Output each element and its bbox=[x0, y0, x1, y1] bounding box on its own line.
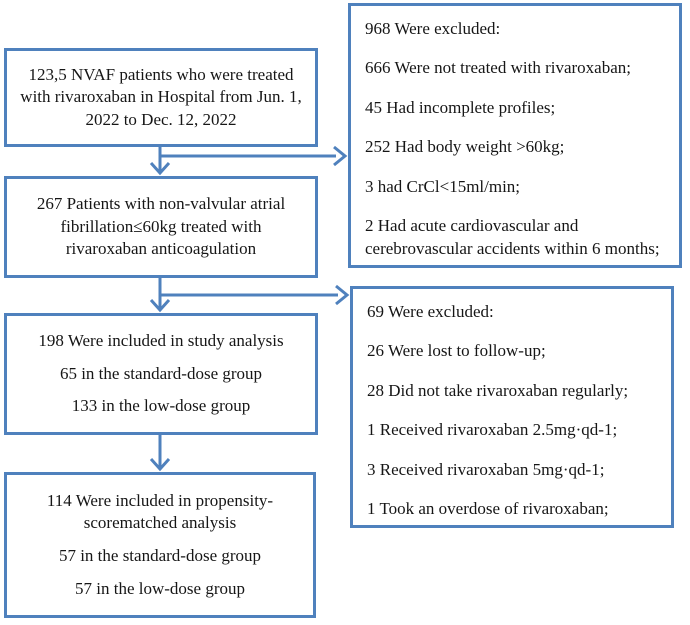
exclusion-reason: 1 Received rivaroxaban 2.5mg·qd-1; bbox=[367, 420, 618, 440]
arrowhead-right-icon bbox=[335, 284, 350, 306]
box-study-analysis: 198 Were included in study analysis 65 i… bbox=[4, 313, 318, 435]
exclusion-reason: 26 Were lost to follow-up; bbox=[367, 341, 546, 361]
exclusion-reason: 3 Received rivaroxaban 5mg·qd-1; bbox=[367, 459, 605, 479]
exclusion-reason: 1 Took an overdose of rivaroxaban; bbox=[367, 499, 609, 519]
arrow-study-to-psm bbox=[149, 435, 171, 472]
exclusion-reason: 968 Were excluded: bbox=[365, 19, 501, 38]
box-exclusion-first: 968 Were excluded: 666 Were not treated … bbox=[348, 3, 682, 268]
study-analysis-line: 198 Were included in study analysis bbox=[38, 331, 284, 351]
psm-analysis-line: 114 Were included in propensity-scoremat… bbox=[46, 490, 274, 532]
box-nvaf-patients-total: 123,5 NVAF patients who were treated wit… bbox=[4, 48, 318, 147]
box-nvaf-under-60kg: 267 Patients with non-valvular atrial fi… bbox=[4, 176, 318, 278]
exclusion-reason: 69 Were excluded: bbox=[367, 302, 494, 321]
psm-analysis-line: 57 in the low-dose group bbox=[75, 579, 245, 598]
study-analysis-line: 133 in the low-dose group bbox=[71, 396, 251, 416]
exclusion-reason: 252 Had body weight >60kg; bbox=[365, 137, 565, 157]
arrowhead-right-icon bbox=[333, 145, 348, 167]
exclusion-reason: 3 had CrCl<15ml/min; bbox=[365, 176, 521, 196]
exclusion-reason: 666 Were not treated with rivaroxaban; bbox=[365, 58, 631, 78]
arrow-branch-to-exclusion1 bbox=[160, 145, 348, 167]
box-propensity-score-matched: 114 Were included in propensity-scoremat… bbox=[4, 472, 316, 618]
exclusion-reason: 2 Had acute cardiovascular and cerebrova… bbox=[365, 216, 660, 258]
psm-analysis-line: 57 in the standard-dose group bbox=[58, 546, 262, 565]
arrowhead-down-icon bbox=[149, 161, 171, 176]
box-nvaf-patients-total-text: 123,5 NVAF patients who were treated wit… bbox=[20, 64, 302, 129]
arrow-patients-to-nvaf bbox=[149, 147, 171, 176]
study-analysis-line: 65 in the standard-dose group bbox=[59, 363, 263, 383]
box-nvaf-under-60kg-text: 267 Patients with non-valvular atrial fi… bbox=[36, 194, 286, 259]
exclusion-reason: 28 Did not take rivaroxaban regularly; bbox=[367, 380, 629, 400]
arrow-nvaf-to-study bbox=[149, 278, 171, 313]
exclusion-reason: 45 Had incomplete profiles; bbox=[365, 97, 556, 117]
arrowhead-down-icon bbox=[149, 298, 171, 313]
arrow-branch-to-exclusion2 bbox=[160, 284, 350, 306]
box-exclusion-second: 69 Were excluded: 26 Were lost to follow… bbox=[350, 286, 674, 528]
arrowhead-down-icon bbox=[149, 457, 171, 472]
